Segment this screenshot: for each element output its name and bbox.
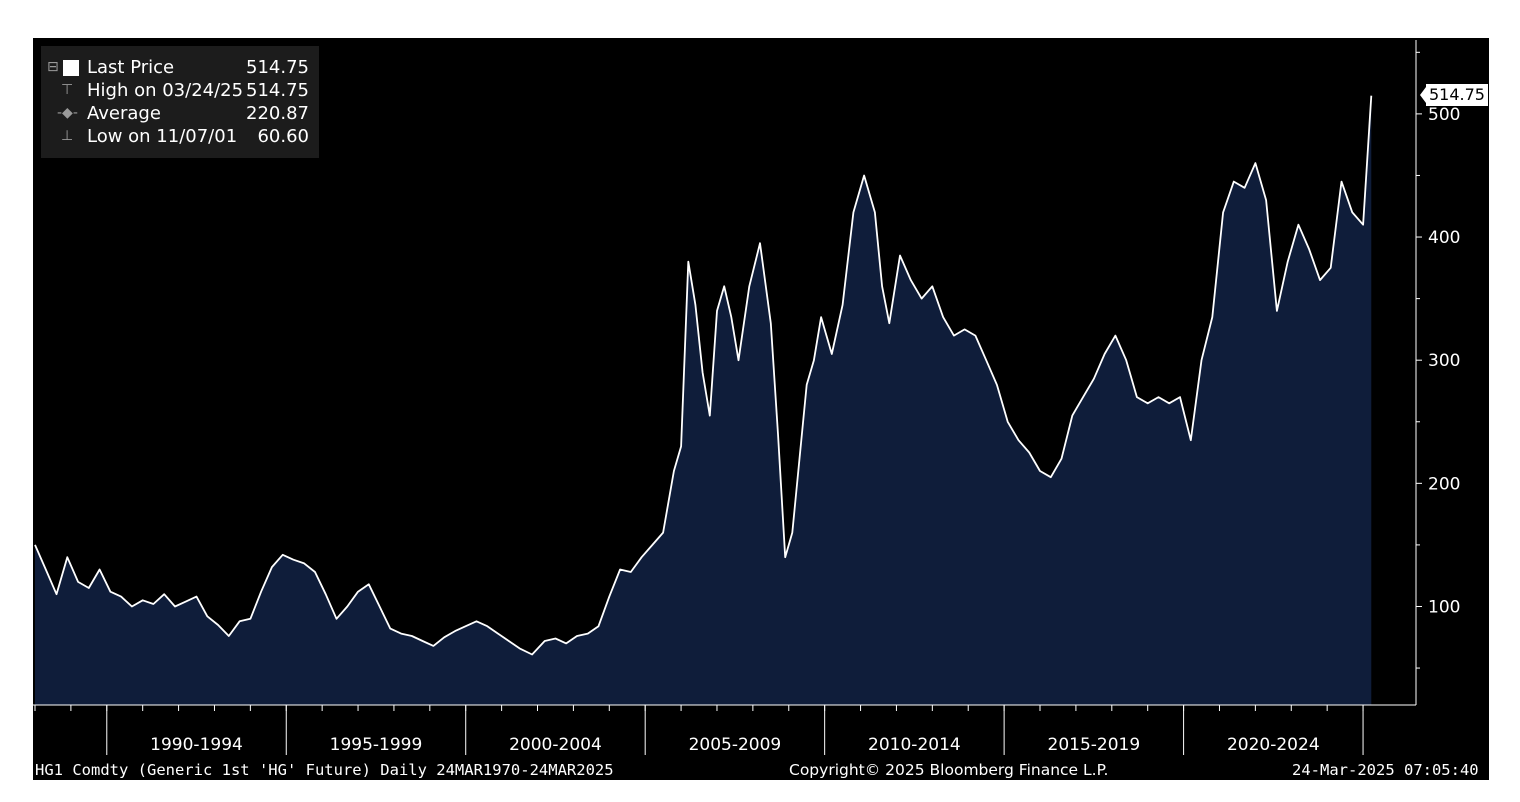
legend-row-average: -◆- Average 220.87 bbox=[41, 102, 319, 125]
y-tick-label: 200 bbox=[1428, 474, 1460, 494]
x-tick-label: 2005-2009 bbox=[689, 735, 782, 755]
y-tick-label: 300 bbox=[1428, 351, 1460, 371]
legend-row-last: ⊟ Last Price 514.75 bbox=[41, 56, 319, 79]
average-marker-icon: -◆- bbox=[57, 105, 78, 121]
y-tick-label: 400 bbox=[1428, 228, 1460, 248]
legend-box: ⊟ Last Price 514.75 ⊤ High on 03/24/25 5… bbox=[41, 46, 319, 158]
collapse-icon[interactable]: ⊟ bbox=[47, 59, 59, 75]
x-tick-label: 2015-2019 bbox=[1048, 735, 1141, 755]
x-tick-label: 2010-2014 bbox=[868, 735, 961, 755]
legend-low-value: 60.60 bbox=[257, 126, 309, 147]
x-tick-label: 1995-1999 bbox=[330, 735, 423, 755]
footer-timestamp: 24-Mar-2025 07:05:40 bbox=[1292, 761, 1479, 779]
y-tick-label: 500 bbox=[1428, 105, 1460, 125]
legend-high-value: 514.75 bbox=[246, 80, 309, 101]
legend-last-label: Last Price bbox=[87, 57, 175, 78]
legend-last-value: 514.75 bbox=[246, 57, 309, 78]
price-area bbox=[35, 95, 1372, 705]
legend-average-value: 220.87 bbox=[246, 103, 309, 124]
price-line bbox=[34, 95, 1373, 656]
legend-row-high: ⊤ High on 03/24/25 514.75 bbox=[41, 79, 319, 102]
footer-ticker-info: HG1 Comdty (Generic 1st 'HG' Future) Dai… bbox=[35, 761, 614, 779]
x-tick-label: 2000-2004 bbox=[509, 735, 602, 755]
x-tick-label: 1990-1994 bbox=[150, 735, 243, 755]
high-marker-icon: ⊤ bbox=[61, 82, 74, 98]
low-marker-icon: ⊥ bbox=[61, 128, 74, 144]
last-price-swatch bbox=[63, 60, 79, 76]
y-tick-label: 100 bbox=[1428, 597, 1460, 617]
legend-low-label: Low on 11/07/01 bbox=[87, 126, 238, 147]
price-tag-pointer bbox=[1420, 87, 1426, 103]
footer-copyright: Copyright© 2025 Bloomberg Finance L.P. bbox=[789, 761, 1109, 779]
last-price-tag: 514.75 bbox=[1426, 84, 1488, 106]
legend-high-label: High on 03/24/25 bbox=[87, 80, 244, 101]
legend-average-label: Average bbox=[87, 103, 161, 124]
x-tick-label: 2020-2024 bbox=[1227, 735, 1320, 755]
legend-row-low: ⊥ Low on 11/07/01 60.60 bbox=[41, 125, 319, 148]
